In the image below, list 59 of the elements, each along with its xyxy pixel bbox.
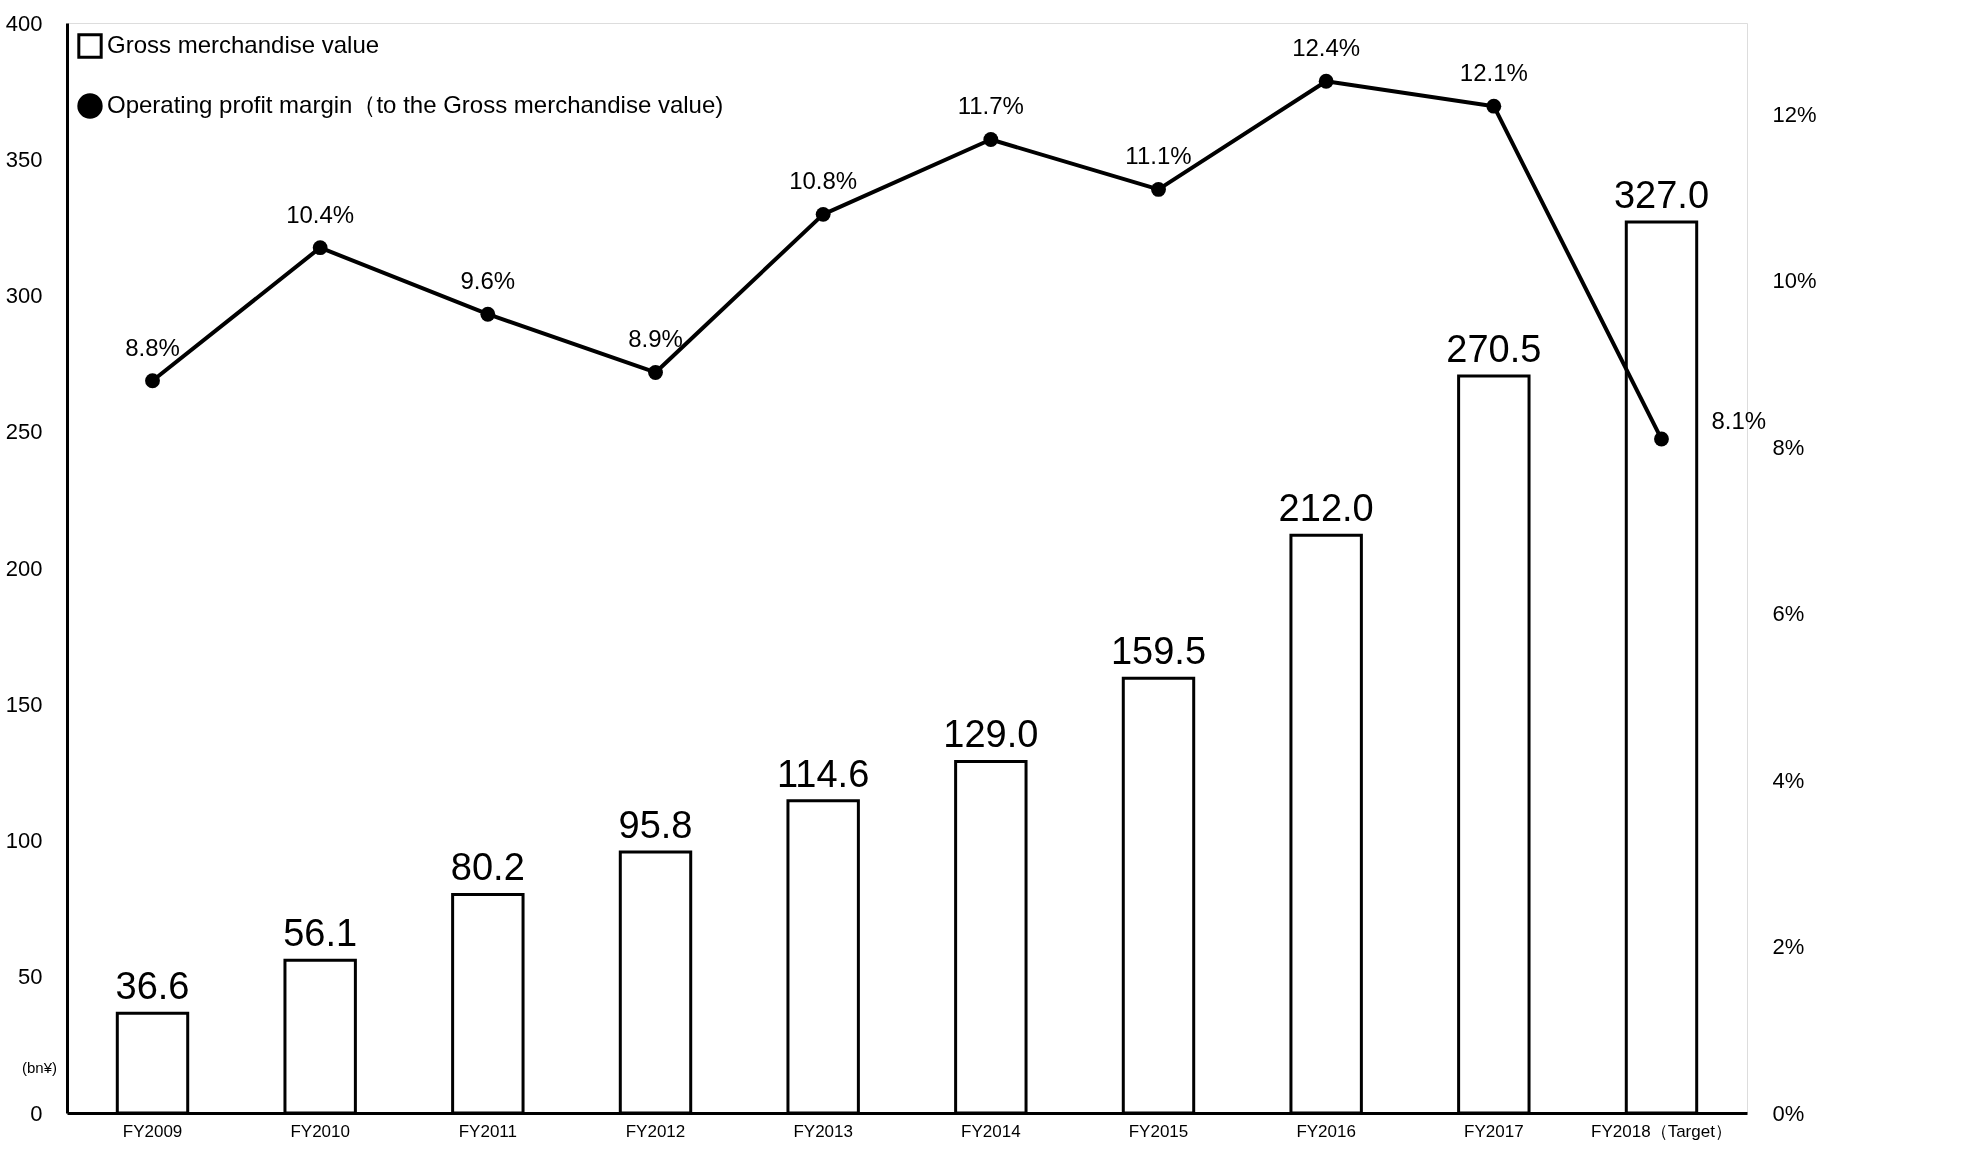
point (145, 373, 160, 389)
y2-tick-label: 10% (1772, 268, 1817, 294)
y-tick-label: 250 (5, 419, 43, 445)
data-label: 327.0 (1613, 173, 1710, 216)
data-label: 10.4% (286, 200, 355, 228)
y-tick-label: 0 (30, 1100, 43, 1126)
x-tick-label: FY2012 (625, 1121, 686, 1141)
data-label: 8.1% (1711, 407, 1767, 435)
x-tick-label: FY2014 (961, 1121, 1021, 1141)
point (1486, 98, 1502, 114)
y2-tick-label: 12% (1772, 102, 1817, 128)
y2-tick-label: 8% (1772, 434, 1805, 460)
y-tick-label: 200 (5, 555, 43, 581)
x-tick-label: FY2009 (122, 1121, 183, 1141)
point (983, 132, 999, 147)
y-tick-label: 150 (5, 691, 43, 717)
x-tick-label: FY2018（Target） (1591, 1121, 1732, 1141)
data-label: 9.6% (460, 267, 516, 295)
data-label: 36.6 (115, 965, 190, 1008)
data-label: 95.8 (618, 803, 693, 846)
y-tick-label: 350 (5, 146, 43, 172)
y-axis-title: (bn¥) (21, 1059, 57, 1076)
data-label: 114.6 (777, 752, 870, 795)
x-tick-label: FY2016 (1296, 1121, 1356, 1141)
data-label: 129.0 (943, 713, 1039, 756)
data-label: 11.7% (957, 92, 1024, 120)
y-tick-label: 300 (5, 283, 43, 308)
x-tick-label: FY2010 (290, 1121, 350, 1141)
y2-tick-label: 2% (1772, 934, 1805, 960)
data-label: 12.4% (1292, 34, 1361, 62)
data-label: 159.5 (1110, 630, 1207, 673)
point (1151, 182, 1166, 197)
point (480, 306, 496, 322)
y2-tick-label: 0% (1772, 1100, 1805, 1126)
x-tick-label: FY2011 (458, 1121, 517, 1141)
data-label: 56.1 (283, 912, 358, 955)
data-label: 270.5 (1446, 327, 1542, 370)
x-tick-label: FY2015 (1128, 1121, 1189, 1141)
y2-tick-label: 4% (1772, 767, 1805, 793)
point (312, 240, 328, 256)
y-tick-label: 100 (5, 828, 43, 853)
y-tick-label: 400 (5, 10, 43, 36)
point (648, 365, 663, 380)
point (1654, 431, 1669, 447)
point (815, 206, 831, 222)
point (1318, 73, 1334, 89)
data-label: 212.0 (1278, 487, 1374, 530)
legend-label: Gross merchandise value (107, 31, 380, 58)
data-label: 8.9% (628, 325, 683, 353)
data-label: 10.8% (789, 167, 858, 195)
x-tick-label: FY2013 (793, 1121, 853, 1141)
data-label: 80.2 (450, 846, 525, 889)
data-label: 12.1% (1459, 59, 1528, 87)
data-label: 11.1% (1125, 142, 1192, 170)
legend-label: Operating profit margin（to the Gross merchandise value) (107, 91, 724, 118)
y-tick-label: 50 (18, 964, 43, 990)
y2-tick-label: 6% (1772, 601, 1805, 627)
x-tick-label: FY2017 (1464, 1121, 1524, 1141)
data-label: 8.8% (125, 333, 180, 361)
